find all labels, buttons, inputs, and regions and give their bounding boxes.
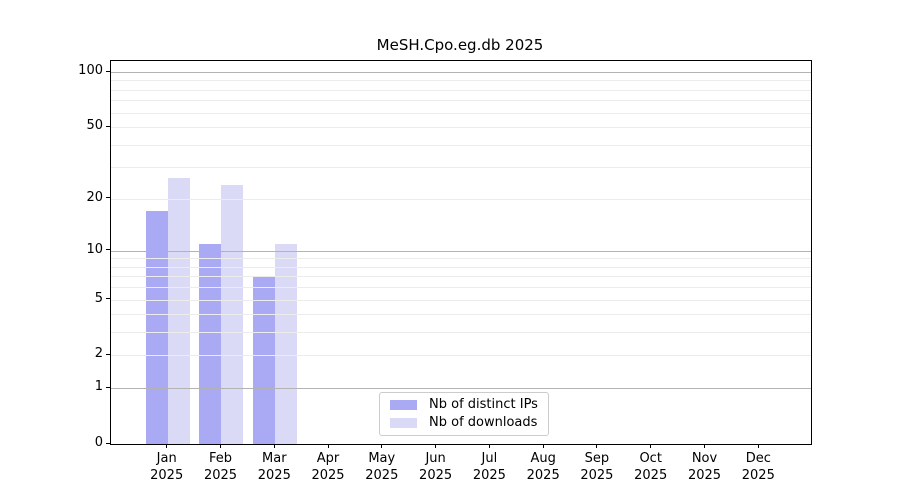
minor-gridline-40 <box>111 144 811 146</box>
x-tick-label-dec: Dec 2025 <box>741 451 775 483</box>
y-tick-0 <box>106 442 110 444</box>
x-tick-dec <box>757 444 759 448</box>
minor-gridline-5 <box>111 299 811 301</box>
bar-downloads-jan <box>167 178 190 444</box>
x-tick-may <box>381 444 383 448</box>
major-gridline-10 <box>111 250 811 252</box>
x-tick-jul <box>488 444 490 448</box>
x-tick-apr <box>327 444 329 448</box>
x-tick-mar <box>273 444 275 448</box>
minor-gridline-80 <box>111 89 811 91</box>
x-tick-label-apr: Apr 2025 <box>311 451 345 483</box>
minor-gridline-50 <box>111 127 811 129</box>
plot-area: Nb of distinct IPs Nb of downloads <box>110 60 812 445</box>
y-tick-label-5: 5 <box>94 290 103 306</box>
x-tick-jan <box>166 444 168 448</box>
minor-gridline-8 <box>111 266 811 268</box>
legend: Nb of distinct IPs Nb of downloads <box>379 392 549 436</box>
major-gridline-100 <box>111 72 811 73</box>
minor-gridline-70 <box>111 100 811 102</box>
x-tick-label-feb: Feb 2025 <box>203 451 238 483</box>
x-tick-jun <box>435 444 437 448</box>
y-tick-label-10: 10 <box>86 241 103 257</box>
x-tick-label-jan: Jan 2025 <box>150 451 184 483</box>
x-tick-label-oct: Oct 2025 <box>634 451 668 483</box>
y-tick-10 <box>106 249 110 251</box>
minor-gridline-60 <box>111 112 811 114</box>
grid-layer <box>111 61 811 444</box>
y-tick-label-1: 1 <box>94 379 103 395</box>
x-tick-label-aug: Aug 2025 <box>526 451 560 483</box>
x-tick-label-sep: Sep 2025 <box>580 451 614 483</box>
y-tick-2 <box>106 353 110 355</box>
legend-swatch-distinct-ips <box>390 400 417 410</box>
minor-gridline-90 <box>111 80 811 82</box>
y-tick-50 <box>106 125 110 127</box>
minor-gridline-4 <box>111 314 811 316</box>
bar-downloads-feb <box>221 184 244 444</box>
major-gridline-1 <box>111 388 811 390</box>
x-tick-oct <box>650 444 652 448</box>
y-tick-label-100: 100 <box>78 63 103 78</box>
minor-gridline-3 <box>111 332 811 334</box>
x-tick-label-mar: Mar 2025 <box>257 451 291 483</box>
minor-gridline-6 <box>111 287 811 289</box>
bar-distinct-ips-jan <box>145 211 168 444</box>
y-tick-label-2: 2 <box>94 346 103 362</box>
x-tick-label-jun: Jun 2025 <box>419 451 453 483</box>
bar-distinct-ips-mar <box>253 276 276 444</box>
x-tick-label-jul: Jul 2025 <box>472 451 506 483</box>
legend-label-distinct-ips: Nb of distinct IPs <box>429 397 538 412</box>
minor-gridline-30 <box>111 167 811 169</box>
bar-downloads-mar <box>275 243 298 444</box>
bar-distinct-ips-feb <box>199 243 222 444</box>
x-tick-label-may: May 2025 <box>365 451 399 483</box>
y-tick-20 <box>106 197 110 199</box>
x-tick-aug <box>542 444 544 448</box>
legend-row-distinct-ips: Nb of distinct IPs <box>390 398 538 412</box>
x-tick-sep <box>596 444 598 448</box>
y-tick-100 <box>106 70 110 72</box>
y-tick-5 <box>106 298 110 300</box>
x-tick-feb <box>220 444 221 448</box>
minor-gridline-20 <box>111 198 811 200</box>
y-tick-label-20: 20 <box>86 189 103 205</box>
y-tick-label-0: 0 <box>94 435 103 450</box>
legend-swatch-downloads <box>390 418 417 428</box>
bars-layer <box>111 61 811 444</box>
minor-gridline-9 <box>111 258 811 260</box>
minor-gridline-7 <box>111 276 811 278</box>
x-tick-nov <box>704 444 705 448</box>
legend-label-downloads: Nb of downloads <box>429 415 538 430</box>
minor-gridline-2 <box>111 355 811 357</box>
y-tick-1 <box>106 386 110 388</box>
y-tick-label-50: 50 <box>86 118 103 134</box>
chart-title: MeSH.Cpo.eg.db 2025 <box>376 36 544 54</box>
x-tick-label-nov: Nov 2025 <box>687 451 722 483</box>
legend-row-downloads: Nb of downloads <box>390 416 538 430</box>
